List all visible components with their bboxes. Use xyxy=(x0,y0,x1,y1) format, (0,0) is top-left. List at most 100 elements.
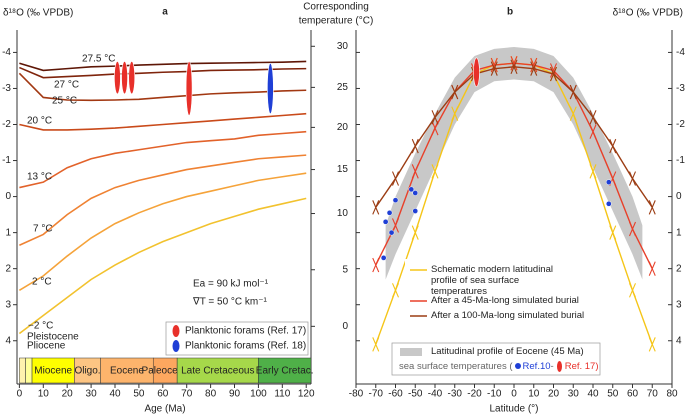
x-tick-label: 90 xyxy=(229,389,241,400)
x-tick-label: 10 xyxy=(38,389,50,400)
isotherm-line xyxy=(18,172,307,291)
epoch-label: Eocene xyxy=(110,366,144,377)
isotherm-label: 27 °C xyxy=(54,80,79,91)
profile-marker xyxy=(431,120,439,136)
ref10-point xyxy=(388,229,395,236)
y2-tick-label: 25 xyxy=(337,82,349,93)
foram-ellipse xyxy=(185,61,193,116)
foram-ellipse xyxy=(473,57,480,87)
foram-ellipse xyxy=(121,61,128,95)
profile-marker xyxy=(372,200,380,215)
x-tick-label: -50 xyxy=(408,389,423,400)
x-tick-label: 0 xyxy=(17,389,23,400)
legend-marker xyxy=(172,325,180,337)
x-tick-label: -20 xyxy=(467,389,482,400)
y2-axis-label: temperature (°C) xyxy=(299,16,374,27)
y-tick-label: 1 xyxy=(676,227,682,238)
legend-separator: - xyxy=(550,361,554,373)
legend-label: Schematic modern latitudinal profile of … xyxy=(431,264,553,297)
x-tick-label: 80 xyxy=(205,389,217,400)
epoch-label: Pleistocene xyxy=(27,332,79,343)
x-tick-label: 0 xyxy=(511,389,517,400)
annotation: ∇T = 50 °C km⁻¹ xyxy=(192,297,268,308)
y-tick-label: -4 xyxy=(676,47,685,58)
legend-label: Planktonic forams (Ref. 18) xyxy=(185,341,306,352)
legend-box xyxy=(165,321,309,356)
y-tick-label: -2 xyxy=(2,119,11,130)
profile-marker xyxy=(510,59,518,75)
ref10-point xyxy=(392,197,399,204)
y2-tick-label: 10 xyxy=(337,208,349,219)
epoch-label: Oligo. xyxy=(74,366,100,377)
epoch-label: Miocene xyxy=(34,366,72,377)
panel-label: b xyxy=(507,7,513,18)
legend-box xyxy=(405,259,600,324)
x-tick-label: 10 xyxy=(528,389,540,400)
y-tick-label: 2 xyxy=(5,263,11,274)
x-tick-label: 60 xyxy=(157,389,169,400)
ref10-point xyxy=(386,209,393,216)
ref10-point xyxy=(412,208,419,214)
legend-label: Ref.10 xyxy=(522,361,551,373)
legend-marker xyxy=(556,361,562,372)
y-tick-label: -3 xyxy=(2,83,11,94)
ref10-point xyxy=(382,218,389,225)
legend-label: Ref. 17) xyxy=(564,361,599,373)
legend-label: Planktonic forams (Ref. 17) xyxy=(185,326,306,337)
legend-row: sea surface temperatures (Ref.10- Ref. 17… xyxy=(399,361,599,372)
x-axis-label: Age (Ma) xyxy=(144,404,185,415)
epoch-label: Paleocene xyxy=(142,366,190,377)
y-tick-label: 3 xyxy=(5,299,11,310)
y-tick-label: 3 xyxy=(676,299,682,310)
panel-label: a xyxy=(162,7,168,18)
profile-marker xyxy=(372,257,380,273)
x-tick-label: -70 xyxy=(369,389,384,400)
isotherm-label: 25 °C xyxy=(52,96,77,107)
profile-marker xyxy=(490,61,498,76)
y-tick-label: -2 xyxy=(676,119,685,130)
isotherm-line xyxy=(19,130,307,189)
profile-marker xyxy=(648,200,656,215)
legend-marker xyxy=(172,340,180,352)
y-tick-label: -1 xyxy=(2,155,11,166)
foram-ellipse xyxy=(114,61,121,95)
legend-marker xyxy=(514,363,521,370)
profile-marker xyxy=(431,164,439,179)
x-tick-label: 60 xyxy=(627,389,639,400)
isotherm-label: 2 °C xyxy=(32,277,52,288)
profile-marker xyxy=(648,337,656,352)
legend-label: Latitudinal profile of Eocene (45 Ma) xyxy=(431,346,584,357)
epoch-bar xyxy=(74,357,101,384)
y-tick-label: -4 xyxy=(2,47,11,58)
isotherm-line xyxy=(18,72,307,102)
annotation: Ea = 90 kJ mol⁻¹ xyxy=(193,279,269,290)
profile-marker xyxy=(451,106,459,121)
epoch-label: Pliocene xyxy=(27,341,66,352)
ref10-point xyxy=(605,179,612,186)
foram-ellipse xyxy=(267,62,274,114)
x-tick-label: 20 xyxy=(62,389,74,400)
x-tick-label: 80 xyxy=(666,389,678,400)
x-tick-label: 70 xyxy=(181,389,193,400)
y-axis-label: δ¹⁸O (‰ VPDB) xyxy=(613,8,683,19)
x-tick-label: 50 xyxy=(133,389,145,400)
y-tick-label: 1 xyxy=(5,227,11,238)
y-tick-label: 4 xyxy=(5,335,11,346)
profile-marker xyxy=(530,61,538,76)
profile-marker xyxy=(411,164,419,179)
profile-marker xyxy=(609,138,617,154)
y-axis-label: δ¹⁸O (‰ VPDB) xyxy=(3,8,73,19)
y2-tick-label: 30 xyxy=(337,41,349,52)
x-tick-label: 20 xyxy=(548,389,560,400)
x-tick-label: 40 xyxy=(587,389,599,400)
x-tick-label: -80 xyxy=(349,389,364,400)
profile-marker xyxy=(510,56,518,71)
y2-axis-label: Corresponding xyxy=(303,2,369,13)
isotherm-line xyxy=(19,66,307,79)
x-tick-label: -60 xyxy=(388,389,403,400)
profile-marker xyxy=(391,171,400,186)
y-tick-label: -1 xyxy=(676,155,685,166)
profile-marker xyxy=(549,66,558,82)
isotherm-label: 20 °C xyxy=(27,116,52,127)
